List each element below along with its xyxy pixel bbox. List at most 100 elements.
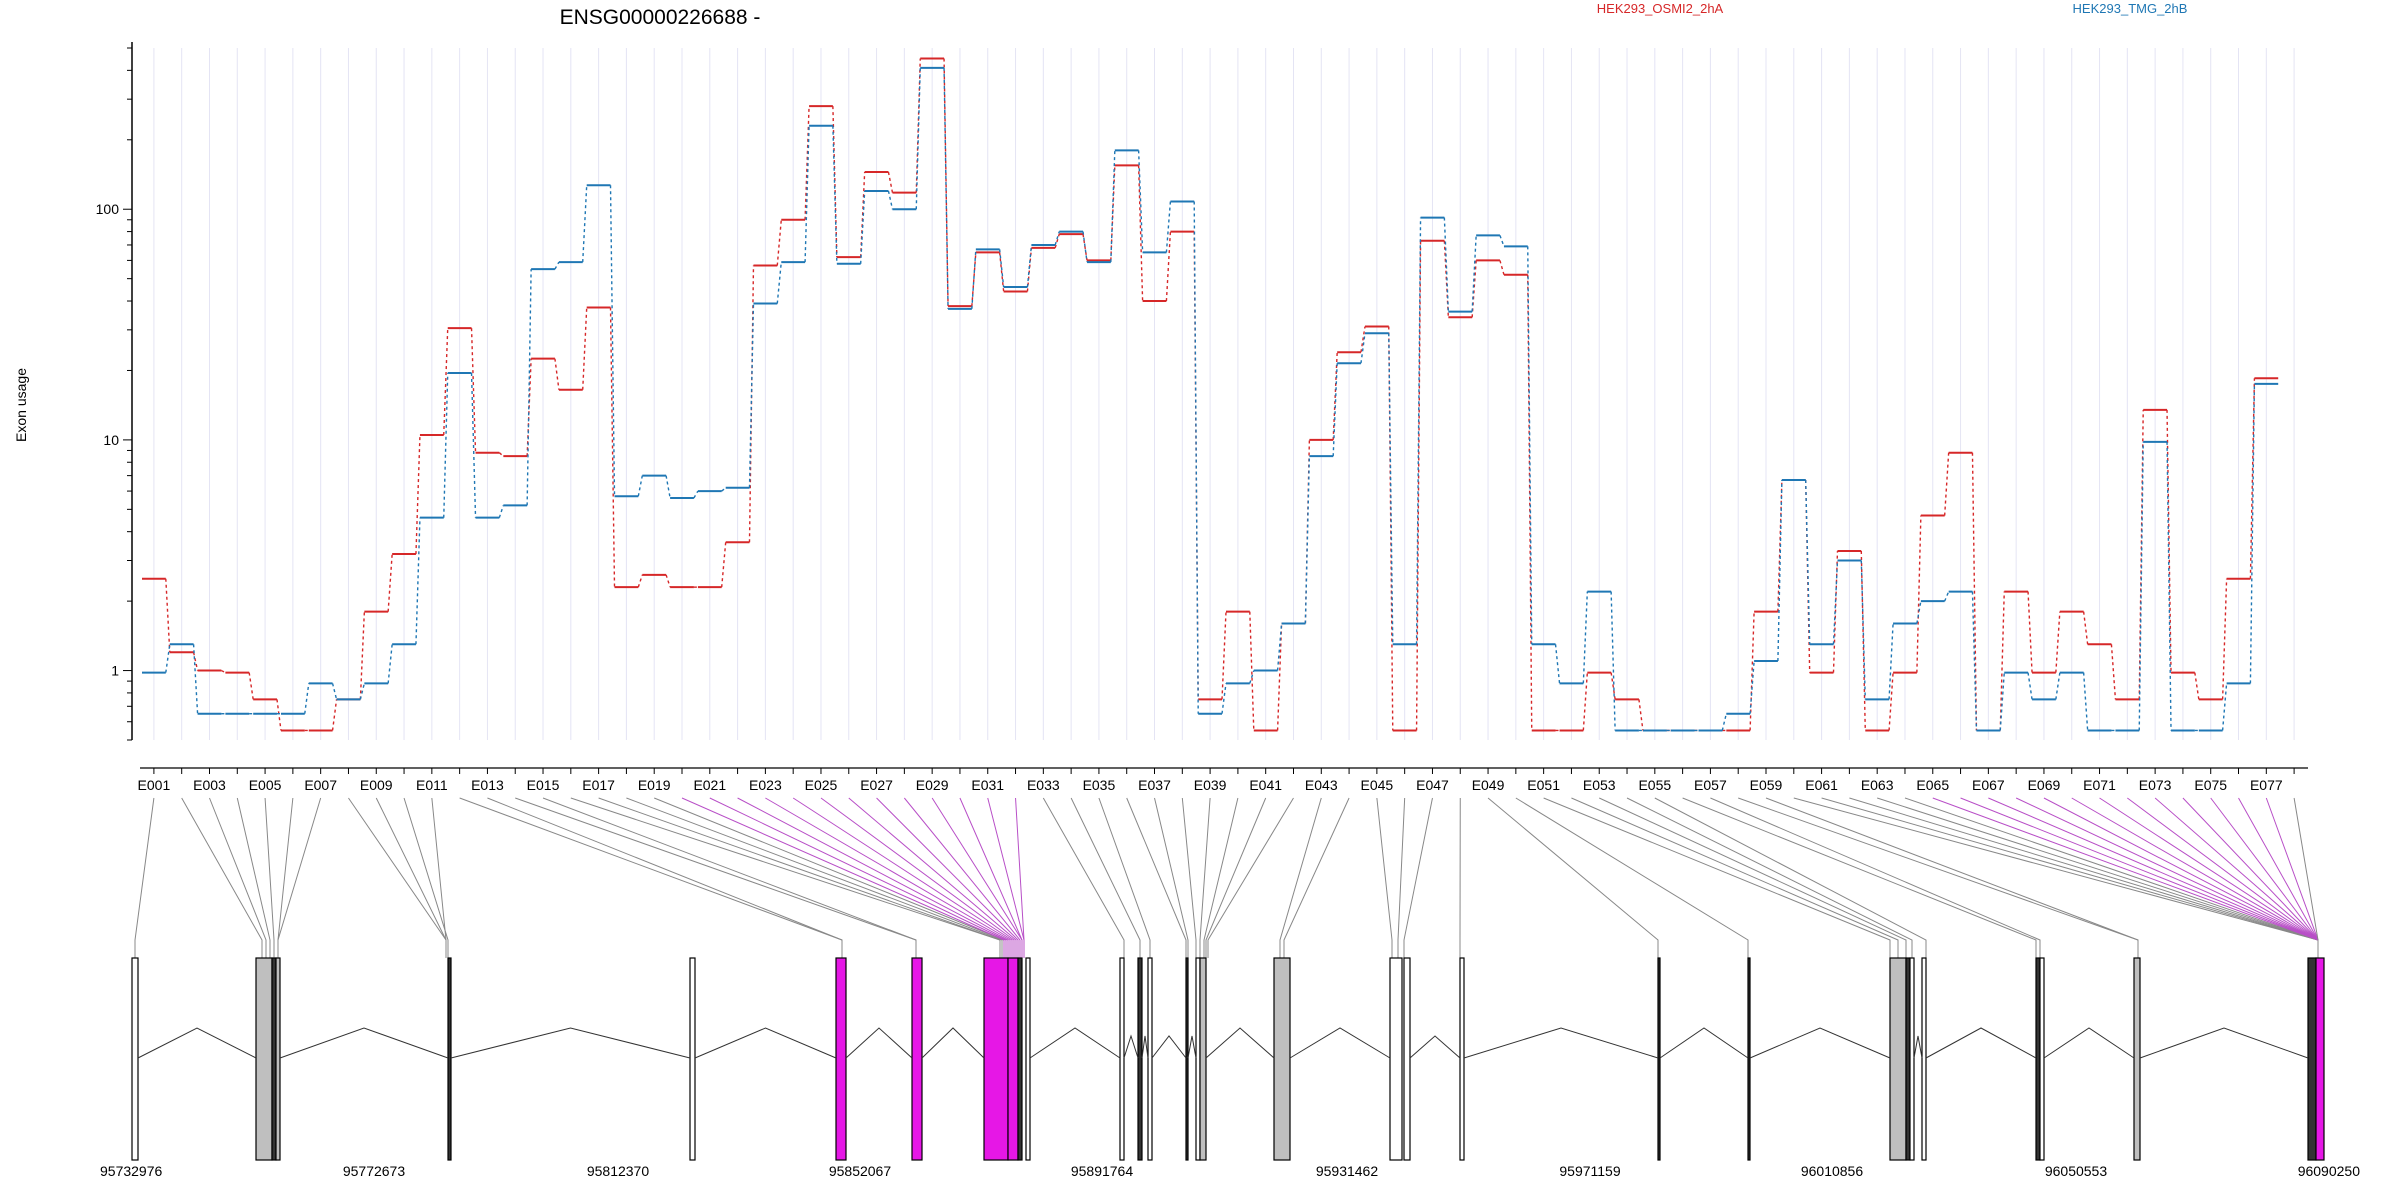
exon-connector — [1543, 797, 1891, 958]
intron-line — [2043, 1027, 2135, 1059]
series-step — [1249, 670, 1255, 684]
y-tick-label: 1 — [111, 663, 119, 679]
series-step — [748, 303, 755, 488]
exon-connector — [654, 797, 1005, 958]
series-step — [998, 249, 1005, 288]
intron-line — [694, 1027, 837, 1059]
series-step — [1610, 591, 1616, 731]
x-tick-label: E071 — [2083, 777, 2116, 793]
x-axis: E001 E003 E005 E007 E009 E011 E013 E015 E017 E019… — [138, 767, 2308, 793]
series-step — [1582, 672, 1589, 731]
x-tick-label: E047 — [1416, 777, 1449, 793]
exon-connector — [1181, 797, 1197, 958]
series-step — [1777, 479, 1783, 612]
series-step — [498, 452, 504, 457]
intron-line — [1205, 1027, 1275, 1059]
intron-line — [1289, 1027, 1391, 1059]
series-step — [1971, 591, 1978, 731]
x-tick-label: E019 — [638, 777, 671, 793]
exon-block — [1747, 957, 1751, 1161]
genomic-coordinate-label: 95772673 — [343, 1163, 406, 1179]
exon-block — [1909, 957, 1915, 1161]
exon-connector — [264, 797, 275, 958]
series-step — [2027, 672, 2033, 700]
exon-connector — [709, 797, 1007, 958]
series-step — [1360, 333, 1366, 364]
x-tick-label: E021 — [693, 777, 726, 793]
exon-connector — [765, 797, 1011, 958]
exon-block — [1273, 957, 1291, 1161]
series-step — [804, 106, 810, 220]
exon-block — [2133, 957, 2141, 1161]
exon-connector — [570, 797, 1001, 958]
series-step — [1999, 591, 2005, 731]
x-tick-label: E025 — [805, 777, 838, 793]
series-step — [1054, 233, 1060, 249]
series-step — [2110, 644, 2117, 700]
y-axis-label: Exon usage — [13, 368, 29, 442]
series-step — [720, 542, 727, 588]
exon-connector — [1571, 797, 1899, 958]
series-step — [832, 125, 838, 264]
series-step — [1916, 515, 1922, 673]
exon-block — [2315, 957, 2325, 1161]
intron-line — [279, 1027, 449, 1059]
series-step — [1165, 201, 1172, 253]
x-tick-label: E009 — [360, 777, 393, 793]
exon-connector — [1203, 797, 1239, 958]
series-step — [304, 683, 310, 714]
exon-connector — [2043, 797, 2319, 958]
exon-block — [1119, 957, 1125, 1161]
x-tick-label: E043 — [1305, 777, 1338, 793]
x-tick-label: E037 — [1138, 777, 1171, 793]
exon-connector — [1279, 797, 1322, 958]
exon-block — [689, 957, 696, 1161]
exon-connector — [626, 797, 1003, 958]
x-tick-label: E059 — [1750, 777, 1783, 793]
series-step — [276, 699, 282, 731]
series-step — [609, 307, 616, 588]
x-tick-label: E015 — [527, 777, 560, 793]
gene-model-track — [131, 957, 2325, 1161]
series-layer — [142, 57, 2279, 732]
y-axis: 1 10 100 — [96, 42, 133, 741]
series-step — [1193, 201, 1199, 714]
x-tick-label: E011 — [416, 777, 448, 793]
x-tick-label: E075 — [2194, 777, 2227, 793]
exon-connector — [792, 797, 1013, 958]
exon-connector — [903, 797, 1021, 958]
series-step — [1944, 591, 1950, 602]
series-step — [1916, 601, 1922, 624]
exon-connector — [1154, 797, 1189, 958]
exon-connector — [277, 797, 322, 958]
series-step — [1499, 235, 1505, 247]
series-step — [470, 328, 477, 453]
series-step — [1165, 231, 1172, 302]
series-step — [1582, 591, 1589, 684]
intron-line — [1187, 1035, 1197, 1059]
series-step — [665, 574, 671, 588]
exon-connector — [542, 797, 917, 958]
x-tick-label: E051 — [1527, 777, 1560, 793]
x-tick-label: E007 — [304, 777, 337, 793]
exon-block — [835, 957, 847, 1161]
exon-block — [1025, 957, 1031, 1161]
exon-connector — [1710, 797, 2041, 958]
x-tick-label: E067 — [1972, 777, 2005, 793]
intron-line — [2139, 1027, 2309, 1059]
series-step — [2027, 591, 2033, 673]
series-step — [165, 644, 171, 673]
intron-line — [1463, 1027, 1659, 1059]
intron-line — [1123, 1034, 1139, 1059]
exon-block — [1147, 957, 1153, 1161]
exon-block — [447, 957, 452, 1161]
exon-block — [1389, 957, 1403, 1161]
series-step — [1388, 326, 1394, 731]
series-step — [387, 644, 393, 684]
exon-connector — [236, 797, 271, 958]
x-tick-label: E033 — [1027, 777, 1060, 793]
x-tick-label: E055 — [1638, 777, 1671, 793]
exon-connector — [681, 797, 1005, 958]
